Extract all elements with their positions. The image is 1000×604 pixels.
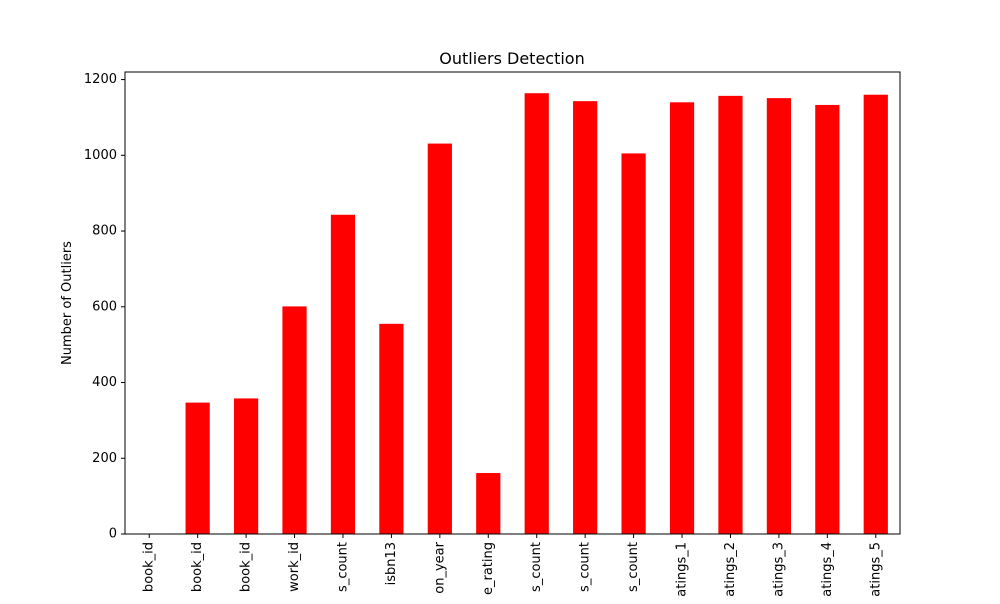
y-tick-label-5: 1000 bbox=[84, 148, 117, 163]
bar-8 bbox=[524, 93, 549, 535]
y-tick-label-0: 0 bbox=[109, 527, 117, 542]
x-tick-label-2: book_id bbox=[239, 542, 254, 592]
bar-5 bbox=[379, 323, 404, 534]
bar-6 bbox=[427, 143, 452, 534]
bar-9 bbox=[573, 101, 598, 534]
x-tick-label-0: book_id bbox=[142, 542, 157, 592]
x-tick-label-13: atings_3 bbox=[771, 542, 786, 597]
y-axis-ticks: 0 200 400 600 800 1000 1200 bbox=[84, 72, 125, 542]
bar-4 bbox=[330, 214, 356, 534]
x-tick-label-15: atings_5 bbox=[868, 542, 883, 597]
x-tick-label-4: s_count bbox=[335, 542, 350, 592]
y-tick-label-1: 200 bbox=[92, 451, 117, 466]
x-tick-label-14: atings_4 bbox=[820, 542, 835, 597]
bar-3 bbox=[282, 306, 307, 534]
y-axis-label: Number of Outliers bbox=[60, 241, 75, 365]
x-tick-label-5: isbn13 bbox=[384, 542, 399, 585]
bar-12 bbox=[718, 95, 743, 535]
x-tick-label-8: s_count bbox=[529, 542, 544, 592]
bar-7 bbox=[476, 473, 501, 534]
x-tick-label-3: work_id bbox=[287, 542, 302, 592]
x-tick-label-10: s_count bbox=[626, 542, 641, 592]
x-tick-label-6: on_year bbox=[432, 541, 447, 593]
chart-title: Outliers Detection bbox=[439, 49, 584, 68]
x-tick-label-12: atings_2 bbox=[723, 542, 738, 597]
bar-15 bbox=[863, 94, 888, 534]
y-tick-label-6: 1200 bbox=[84, 72, 117, 87]
x-tick-label-7: e_rating bbox=[481, 542, 496, 595]
bar-13 bbox=[766, 98, 792, 534]
x-axis-ticks: book_id book_id book_id work_id s_count isbn1… bbox=[142, 534, 883, 597]
y-tick-label-3: 600 bbox=[92, 299, 117, 314]
y-tick-label-2: 400 bbox=[92, 375, 117, 390]
bar-1 bbox=[185, 402, 210, 534]
bars-group bbox=[185, 93, 888, 535]
x-tick-label-9: s_count bbox=[578, 542, 593, 592]
bar-2 bbox=[233, 398, 259, 534]
x-tick-label-11: atings_1 bbox=[675, 542, 690, 597]
y-tick-label-4: 800 bbox=[92, 224, 117, 239]
bar-10 bbox=[621, 153, 646, 535]
plot-area-frame bbox=[124, 71, 901, 535]
bar-11 bbox=[669, 102, 695, 535]
bar-14 bbox=[815, 104, 840, 534]
x-tick-label-1: book_id bbox=[190, 542, 205, 592]
